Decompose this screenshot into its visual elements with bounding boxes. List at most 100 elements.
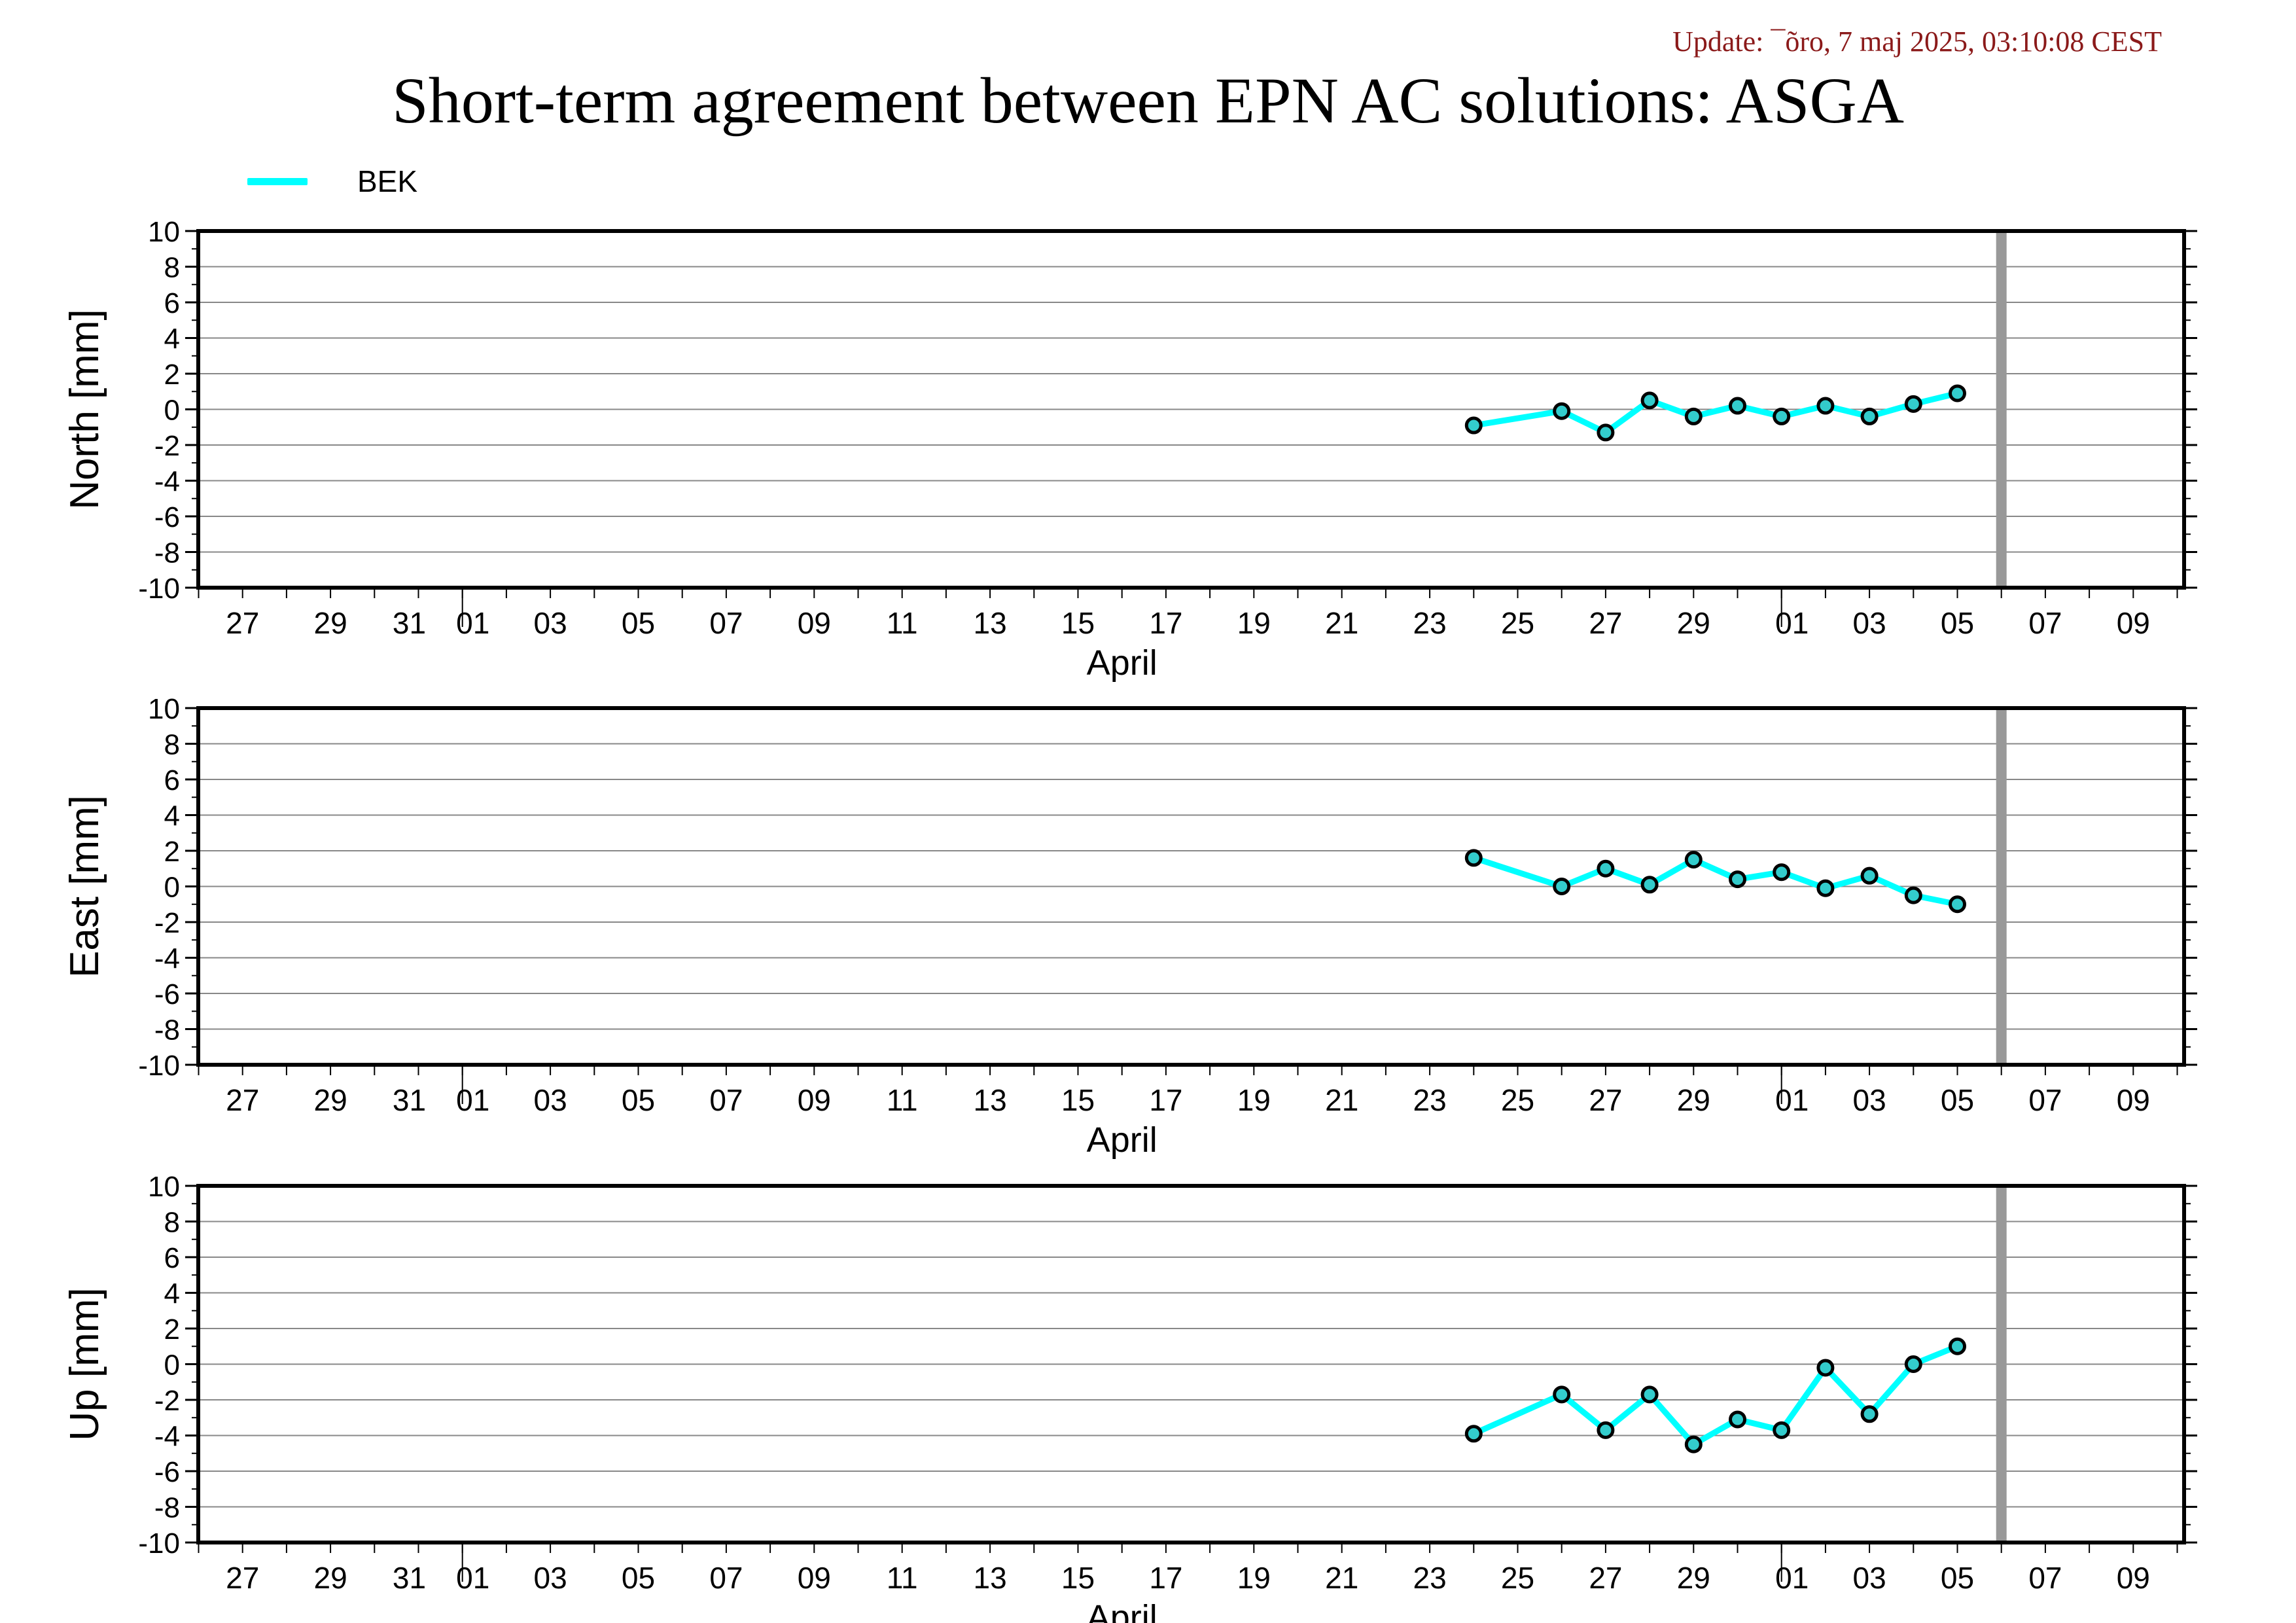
- data-point: [1729, 870, 1746, 889]
- y-tick-label: 6: [164, 1242, 180, 1274]
- data-point: [1949, 384, 1966, 402]
- y-tick-label: 2: [164, 1313, 180, 1346]
- y-axis-label: Up [mm]: [62, 1287, 107, 1440]
- month-label: April: [1087, 1120, 1157, 1160]
- series-line-bek: [1470, 1343, 1960, 1448]
- x-tick-label: 31: [393, 1561, 426, 1595]
- x-tick-label: 29: [314, 1083, 347, 1117]
- data-point: [1597, 423, 1615, 442]
- x-tick-label: 27: [1589, 1561, 1622, 1595]
- y-axis-label: North [mm]: [62, 309, 107, 510]
- y-tick-label: 0: [164, 1349, 180, 1382]
- x-tick-label: 01: [456, 606, 489, 640]
- data-point: [1729, 1410, 1746, 1429]
- y-tick-label: -4: [154, 1421, 180, 1453]
- y-tick-label: -4: [154, 466, 180, 498]
- x-tick-label: 19: [1237, 1561, 1271, 1595]
- data-point: [1773, 407, 1791, 425]
- x-tick-label: 11: [887, 1561, 918, 1595]
- x-tick-label: 11: [887, 606, 918, 640]
- x-tick-label: 27: [226, 606, 259, 640]
- update-timestamp: Update: ¯õro, 7 maj 2025, 03:10:08 CEST: [1672, 26, 2162, 58]
- x-tick-label: 13: [974, 1083, 1007, 1117]
- panel-east: 10 86 4 2 0-2 -4-6 -8 -10 East [mm] 27 29 31 01 03 05 0…: [62, 693, 2197, 1160]
- data-point: [1684, 1435, 1703, 1454]
- data-point: [1553, 1385, 1571, 1404]
- data-point: [1464, 1425, 1483, 1443]
- x-tick-label: 01: [1775, 1083, 1809, 1117]
- data-point: [1904, 395, 1922, 413]
- data-point: [1860, 866, 1879, 885]
- data-point: [1640, 1385, 1659, 1404]
- x-tick-label: 13: [974, 606, 1007, 640]
- y-tick-label: 2: [164, 359, 180, 391]
- x-tick-label: 23: [1413, 1083, 1447, 1117]
- x-tick-label: 03: [1853, 606, 1886, 640]
- x-tick-label: 05: [1941, 1083, 1974, 1117]
- y-tick-label: 4: [164, 1278, 180, 1310]
- x-tick-label: 31: [393, 606, 426, 640]
- x-tick-label: 11: [887, 1083, 918, 1117]
- x-tick-label: 27: [226, 1561, 259, 1595]
- x-tick-label: 23: [1413, 606, 1447, 640]
- x-tick-label: 15: [1061, 1083, 1095, 1117]
- data-point: [1553, 878, 1571, 895]
- data-point: [1464, 416, 1483, 435]
- x-tick-label: 25: [1501, 606, 1534, 640]
- data-point: [1597, 1421, 1615, 1439]
- y-tick-label: 0: [164, 872, 180, 904]
- x-tick-label: 29: [314, 1561, 347, 1595]
- x-tick-label: 03: [1853, 1561, 1886, 1595]
- y-tick-label: 10: [148, 1171, 180, 1203]
- x-tick-label: 29: [1677, 1083, 1710, 1117]
- legend-swatch-bek: [247, 178, 308, 185]
- x-tick-label: 17: [1149, 1561, 1182, 1595]
- data-point: [1640, 876, 1659, 894]
- data-point: [1553, 402, 1571, 420]
- x-tick-label: 05: [622, 1083, 655, 1117]
- data-point: [1464, 849, 1483, 867]
- x-tick-label: 07: [709, 1561, 743, 1595]
- data-point: [1904, 886, 1922, 904]
- y-tick-label: -2: [154, 430, 180, 462]
- panel-north: 10 86 4 2 0-2 -4-6 -8 -10 North [mm] 27 29 31 01 03 05…: [62, 216, 2197, 683]
- x-tick-label: 09: [2117, 606, 2150, 640]
- x-tick-label: 29: [1677, 1561, 1710, 1595]
- x-tick-label: 13: [974, 1561, 1007, 1595]
- x-tick-label: 09: [2117, 1561, 2150, 1595]
- series-line-bek: [1470, 390, 1960, 436]
- y-tick-label: 8: [164, 252, 180, 284]
- y-tick-label: 0: [164, 395, 180, 427]
- x-tick-label: 29: [314, 606, 347, 640]
- x-tick-label: 07: [2028, 1083, 2062, 1117]
- y-tick-label: 8: [164, 729, 180, 761]
- data-point: [1773, 863, 1791, 882]
- chart-title: Short-term agreement between EPN AC solu…: [392, 64, 1904, 137]
- x-tick-label: 09: [798, 606, 831, 640]
- y-tick-label: 4: [164, 800, 180, 832]
- data-point: [1904, 1355, 1922, 1373]
- data-point: [1729, 397, 1746, 415]
- x-tick-label: 29: [1677, 606, 1710, 640]
- data-point: [1684, 851, 1703, 869]
- x-tick-label: 27: [1589, 606, 1622, 640]
- y-tick-label: -8: [154, 1492, 180, 1524]
- y-tick-label: -10: [138, 1050, 180, 1082]
- y-tick-label: 10: [148, 693, 180, 725]
- y-tick-label: 10: [148, 216, 180, 248]
- x-tick-label: 03: [534, 606, 567, 640]
- panel-up: 10 86 420-2 -4-6 -8-10 Up [mm] 27 29 31 01 03 05 07 0…: [62, 1171, 2197, 1623]
- y-tick-label: -8: [154, 537, 180, 569]
- series-line-bek: [1470, 855, 1960, 908]
- x-tick-label: 03: [534, 1083, 567, 1117]
- x-tick-label: 15: [1061, 1561, 1095, 1595]
- x-tick-label: 07: [2028, 606, 2062, 640]
- x-tick-label: 09: [798, 1561, 831, 1595]
- legend-label-bek: BEK: [357, 164, 418, 198]
- data-point: [1949, 895, 1966, 914]
- x-tick-label: 05: [622, 606, 655, 640]
- y-tick-label: -10: [138, 573, 180, 605]
- x-tick-label: 21: [1325, 1083, 1358, 1117]
- data-point: [1597, 859, 1615, 878]
